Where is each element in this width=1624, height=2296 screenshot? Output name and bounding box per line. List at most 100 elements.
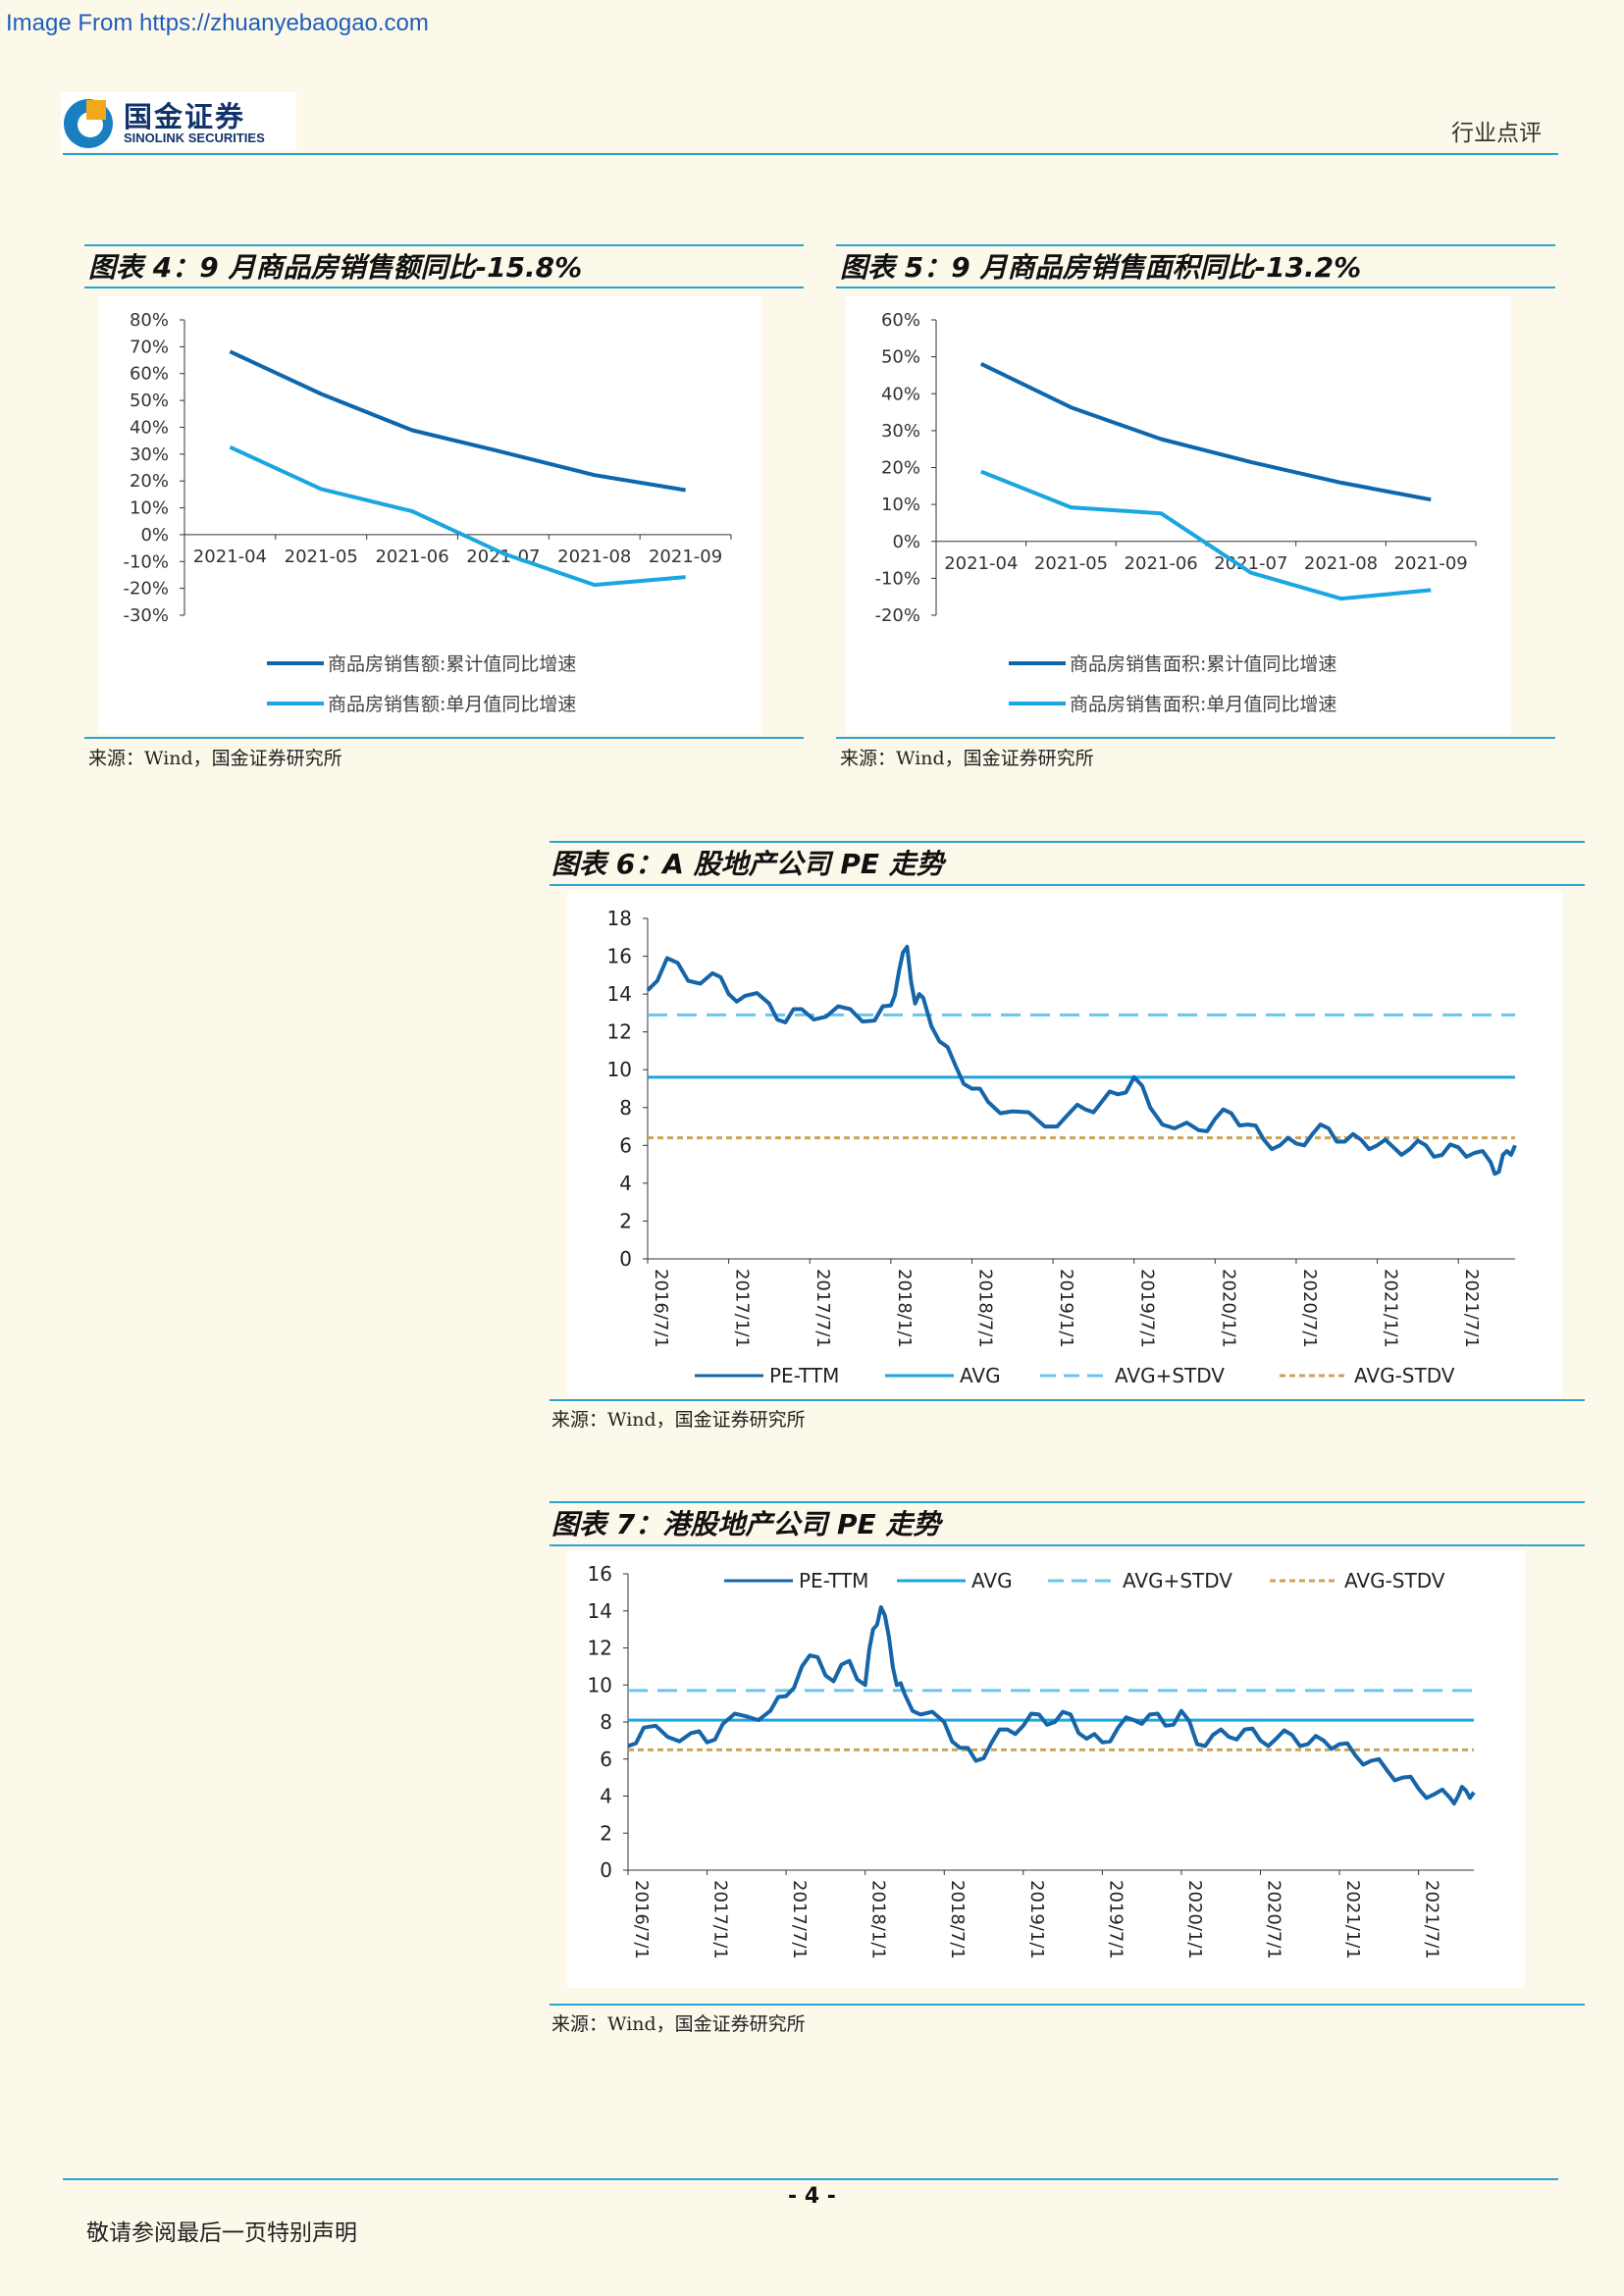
figure-5-title-rule	[836, 287, 1555, 288]
y-tick-label: -30%	[123, 605, 169, 626]
y-tick-label: 14	[588, 1599, 612, 1623]
figure-5-bottom-rule	[836, 737, 1555, 739]
x-tick-label: 2021-05	[285, 547, 358, 567]
x-tick-label: 2021/1/1	[1342, 1880, 1363, 1959]
figure-7-title: 图表 7：港股地产公司 PE 走势	[551, 1508, 941, 1540]
y-tick-label: -10%	[874, 568, 920, 589]
x-tick-label: 2020/1/1	[1218, 1269, 1238, 1348]
y-tick-label: -20%	[123, 579, 169, 600]
y-tick-label: 10%	[881, 495, 920, 515]
y-tick-label: 60%	[130, 364, 169, 385]
figure-7-source: 来源：Wind，国金证券研究所	[551, 2013, 806, 2035]
x-tick-label: 2021/7/1	[1422, 1880, 1442, 1959]
x-tick-label: 2016/7/1	[631, 1880, 652, 1959]
y-tick-label: 20%	[881, 458, 920, 479]
figure-5-top-rule	[836, 244, 1555, 246]
figure-7-top-rule	[550, 1501, 1585, 1503]
y-tick-label: 6	[600, 1748, 612, 1771]
legend-label-2: AVG	[960, 1364, 1001, 1387]
sinolink-logo: 国金证券 SINOLINK SECURITIES	[61, 92, 296, 151]
y-tick-label: 10	[588, 1673, 612, 1696]
y-tick-label: 8	[619, 1096, 632, 1120]
x-tick-label: 2019/1/1	[1056, 1269, 1076, 1348]
figure-6-title: 图表 6：A 股地产公司 PE 走势	[551, 848, 944, 880]
figure-5-chart-panel: -20% -10% 0% 10% 20% 30% 40% 50% 60% 2021-04 2021-…	[846, 296, 1511, 734]
legend-label-3: AVG+STDV	[1123, 1569, 1232, 1592]
figure-4-chart: -30% -20% -10% 0% 10% 20% 30% 40% 50% 60% 70% 80% 20…	[123, 310, 732, 715]
x-tick-label: 2021/7/1	[1461, 1269, 1482, 1348]
logo-chinese-name: 国金证券	[124, 100, 246, 133]
y-tick-label: 80%	[130, 310, 169, 331]
x-tick-label: 2021/1/1	[1381, 1269, 1401, 1348]
series-line-1	[979, 361, 1432, 502]
x-tick-label: 2018/7/1	[947, 1880, 968, 1959]
y-tick-label: 4	[619, 1172, 632, 1195]
y-tick-label: 8	[600, 1710, 612, 1734]
x-tick-label: 2020/1/1	[1184, 1880, 1205, 1959]
figure-5-source: 来源：Wind，国金证券研究所	[840, 748, 1094, 769]
x-tick-label: 2017/7/1	[812, 1269, 833, 1348]
y-tick-label: -10%	[123, 551, 169, 572]
x-tick-label: 2021-09	[1394, 553, 1468, 574]
page-number: - 4 -	[788, 2184, 836, 2209]
figure-4-top-rule	[84, 244, 804, 246]
figure-7-title-rule	[550, 1544, 1585, 1546]
y-tick-label: -20%	[874, 605, 920, 626]
y-tick-label: 16	[588, 1562, 612, 1586]
y-tick-label: 0	[619, 1247, 632, 1271]
y-tick-label: 10	[607, 1058, 632, 1081]
x-tick-label: 2021-04	[193, 547, 267, 567]
figure-6-chart-panel: 0 2 4 6 8 10 12 14 16 18 2016/7/1 2017/1/1 2017/7/1 2…	[567, 891, 1562, 1397]
legend-label-4: AVG-STDV	[1344, 1569, 1445, 1592]
x-tick-label: 2019/7/1	[1105, 1880, 1126, 1959]
figure-6-title-rule	[550, 884, 1585, 886]
legend-label-2: 商品房销售额:单月值同比增速	[328, 694, 576, 715]
x-tick-label: 2020/7/1	[1263, 1880, 1283, 1959]
y-tick-label: 70%	[130, 337, 169, 357]
footer-rule	[63, 2178, 1558, 2180]
y-tick-label: 40%	[130, 417, 169, 438]
x-tick-label: 2017/1/1	[710, 1880, 731, 1959]
y-tick-label: 14	[607, 982, 632, 1006]
x-tick-label: 2021-05	[1034, 553, 1108, 574]
x-tick-label: 2017/1/1	[732, 1269, 753, 1348]
figure-4-title: 图表 4：9 月商品房销售额同比-15.8%	[88, 251, 583, 284]
figure-7-bottom-rule	[550, 2004, 1585, 2006]
figure-6-source: 来源：Wind，国金证券研究所	[551, 1409, 806, 1431]
y-tick-label: 16	[607, 945, 632, 968]
y-tick-label: 50%	[130, 391, 169, 411]
y-tick-label: 0	[600, 1858, 612, 1882]
figure-7-chart-panel: 0 2 4 6 8 10 12 14 16 2016/7/1 2017/1/1 2017/7/1 201…	[567, 1550, 1525, 1988]
x-tick-label: 2016/7/1	[651, 1269, 671, 1348]
series-pe-ttm-line	[646, 944, 1517, 1176]
figure-6-chart: 0 2 4 6 8 10 12 14 16 18 2016/7/1 2017/1/1 2017/7/1 2…	[607, 907, 1517, 1387]
legend-label-4: AVG-STDV	[1354, 1364, 1455, 1387]
y-tick-label: 60%	[881, 310, 920, 331]
y-tick-label: 12	[588, 1637, 612, 1660]
legend-label-2: AVG	[971, 1569, 1013, 1592]
figure-4-title-rule	[84, 287, 804, 288]
figure-5-chart: -20% -10% 0% 10% 20% 30% 40% 50% 60% 2021-04 2021-…	[874, 310, 1477, 715]
y-tick-label: 4	[600, 1785, 612, 1808]
legend-label-1: 商品房销售面积:累计值同比增速	[1070, 653, 1336, 675]
series-line-1	[229, 349, 686, 493]
x-tick-label: 2020/7/1	[1299, 1269, 1320, 1348]
series-line-2	[229, 444, 686, 588]
y-tick-label: 20%	[130, 471, 169, 492]
x-tick-label: 2019/1/1	[1026, 1880, 1047, 1959]
y-tick-label: 10%	[130, 498, 169, 519]
x-tick-label: 2021-06	[375, 547, 448, 567]
x-tick-label: 2017/7/1	[789, 1880, 810, 1959]
y-tick-label: 40%	[881, 384, 920, 404]
disclaimer-note: 敬请参阅最后一页特别声明	[86, 2220, 357, 2246]
x-tick-label: 2018/1/1	[894, 1269, 915, 1348]
series-line-2	[980, 469, 1432, 601]
figure-4-chart-panel: -30% -20% -10% 0% 10% 20% 30% 40% 50% 60% 70% 80% 20…	[98, 296, 761, 734]
x-tick-label: 2021-06	[1125, 553, 1198, 574]
legend-label-1: PE-TTM	[769, 1364, 839, 1387]
y-tick-label: 2	[600, 1821, 612, 1845]
x-tick-label: 2019/7/1	[1137, 1269, 1158, 1348]
series-pe-ttm-line	[627, 1605, 1476, 1806]
y-tick-label: 0%	[892, 532, 920, 552]
legend-label-1: PE-TTM	[799, 1569, 868, 1592]
